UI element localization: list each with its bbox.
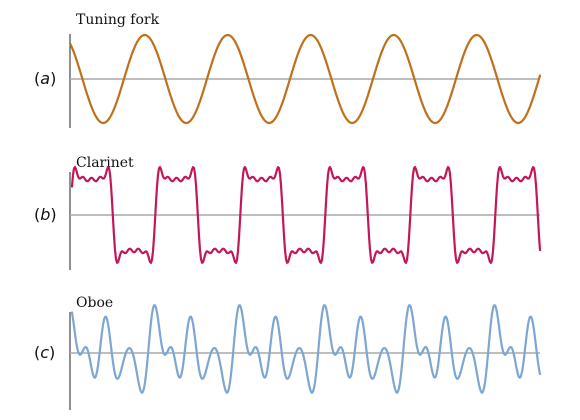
panel-title-clarinet: Clarinet <box>76 155 134 171</box>
waveform-tuning-fork <box>68 33 542 125</box>
panel-label-c: (c) <box>34 343 55 362</box>
waveform-clarinet <box>70 166 542 264</box>
panel-title-oboe: Oboe <box>76 295 113 311</box>
panel-title-tuning-fork: Tuning fork <box>76 12 160 28</box>
panel-tuning-fork: Tuning fork (a) <box>34 12 542 128</box>
panel-label-b: (b) <box>34 205 57 224</box>
panel-clarinet: Clarinet (b) <box>34 155 542 270</box>
panel-oboe: Oboe (c) <box>34 295 542 410</box>
panel-label-a: (a) <box>34 69 56 88</box>
waveform-oboe <box>70 304 542 394</box>
